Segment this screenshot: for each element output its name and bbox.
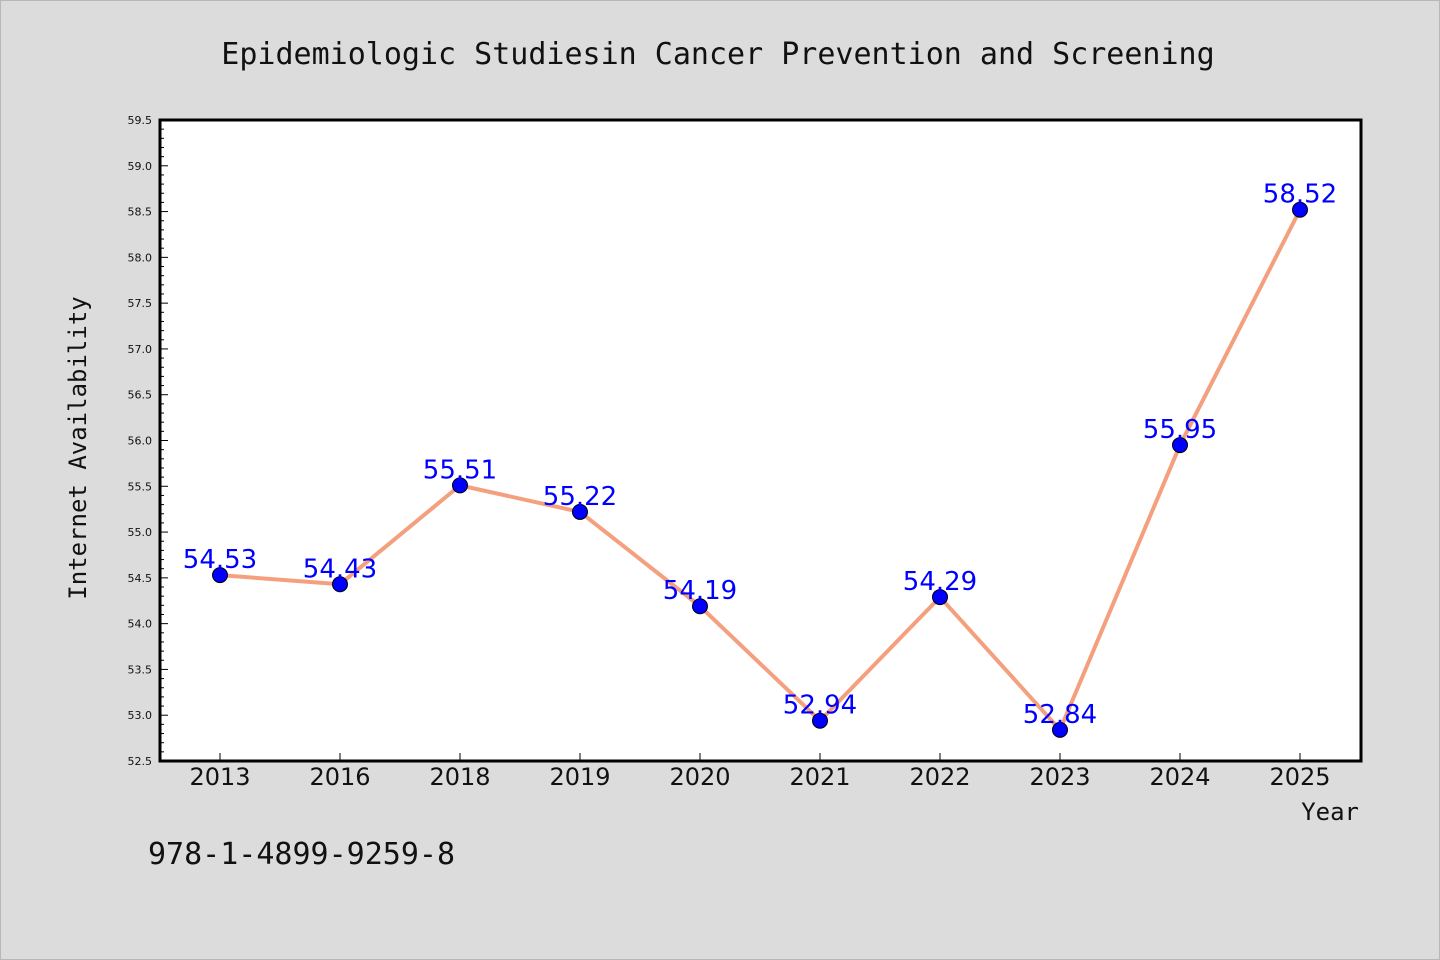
y-tick-label: 53.5: [128, 663, 153, 676]
series-line: [219, 208, 1302, 732]
y-axis-ticks: 52.5 53.0 53.5 54.0 54.5 55.0 55.5 56.0 56.5 57.0…: [128, 114, 168, 768]
y-tick-label: 57.5: [128, 297, 153, 310]
data-label: 55.22: [543, 482, 617, 512]
x-tick-label: 2022: [909, 763, 970, 791]
data-point-marker: [212, 567, 228, 584]
y-tick-label: 54.0: [128, 618, 153, 631]
data-label: 58.52: [1263, 180, 1337, 210]
y-tick-label: 59.5: [128, 114, 153, 127]
y-tick-label: 58.0: [128, 251, 153, 264]
x-tick-label: 2013: [189, 763, 250, 791]
y-tick-label: 55.5: [128, 480, 153, 493]
data-label: 55.95: [1143, 415, 1217, 445]
x-tick-label: 2023: [1029, 763, 1090, 791]
data-labels-group: 54.53 54.43 55.51 55.22 54.19 52.94 54.29 52.84…: [183, 180, 1337, 730]
y-tick-label: 58.5: [128, 206, 153, 219]
data-label: 52.84: [1023, 700, 1097, 730]
data-point-marker: [692, 598, 708, 615]
x-tick-label: 2019: [549, 763, 610, 791]
isbn-footnote: 978-1-4899-9259-8: [148, 837, 455, 872]
y-tick-label: 54.5: [128, 572, 153, 585]
y-tick-label: 57.0: [128, 343, 153, 356]
data-label: 54.53: [183, 545, 257, 575]
plot-area: [158, 118, 1363, 763]
y-axis-title: Internet Availability: [64, 296, 92, 599]
y-tick-label: 56.0: [128, 435, 153, 448]
y-tick-label: 56.5: [128, 389, 153, 402]
data-label: 54.43: [303, 554, 377, 584]
x-axis-ticks: 2013 2016 2018 2019 2020 2021 2022 2023 2024 2025: [189, 753, 1331, 791]
data-point-marker: [812, 712, 828, 729]
chart-title: Epidemiologic Studiesin Cancer Preventio…: [221, 37, 1214, 72]
x-tick-label: 2018: [429, 763, 490, 791]
data-point-marker: [452, 477, 468, 494]
data-label: 54.19: [663, 576, 737, 606]
series-group: [212, 201, 1308, 738]
data-point-marker: [1052, 721, 1068, 738]
data-point-marker: [1172, 437, 1188, 454]
data-point-marker: [1292, 201, 1308, 218]
x-tick-label: 2024: [1149, 763, 1210, 791]
data-point-marker: [332, 576, 348, 593]
data-label: 55.51: [423, 455, 497, 485]
y-tick-label: 53.0: [128, 709, 153, 722]
x-axis-title: Year: [1301, 798, 1359, 826]
y-tick-label: 52.5: [128, 755, 153, 768]
data-label: 52.94: [783, 691, 857, 721]
data-point-marker: [572, 503, 588, 520]
x-tick-label: 2025: [1269, 763, 1330, 791]
y-tick-label: 55.0: [128, 526, 153, 539]
y-tick-label: 59.0: [128, 160, 153, 173]
x-tick-label: 2016: [309, 763, 370, 791]
x-tick-label: 2021: [789, 763, 850, 791]
data-label: 54.29: [903, 567, 977, 597]
x-tick-label: 2020: [669, 763, 730, 791]
data-point-marker: [932, 589, 948, 606]
